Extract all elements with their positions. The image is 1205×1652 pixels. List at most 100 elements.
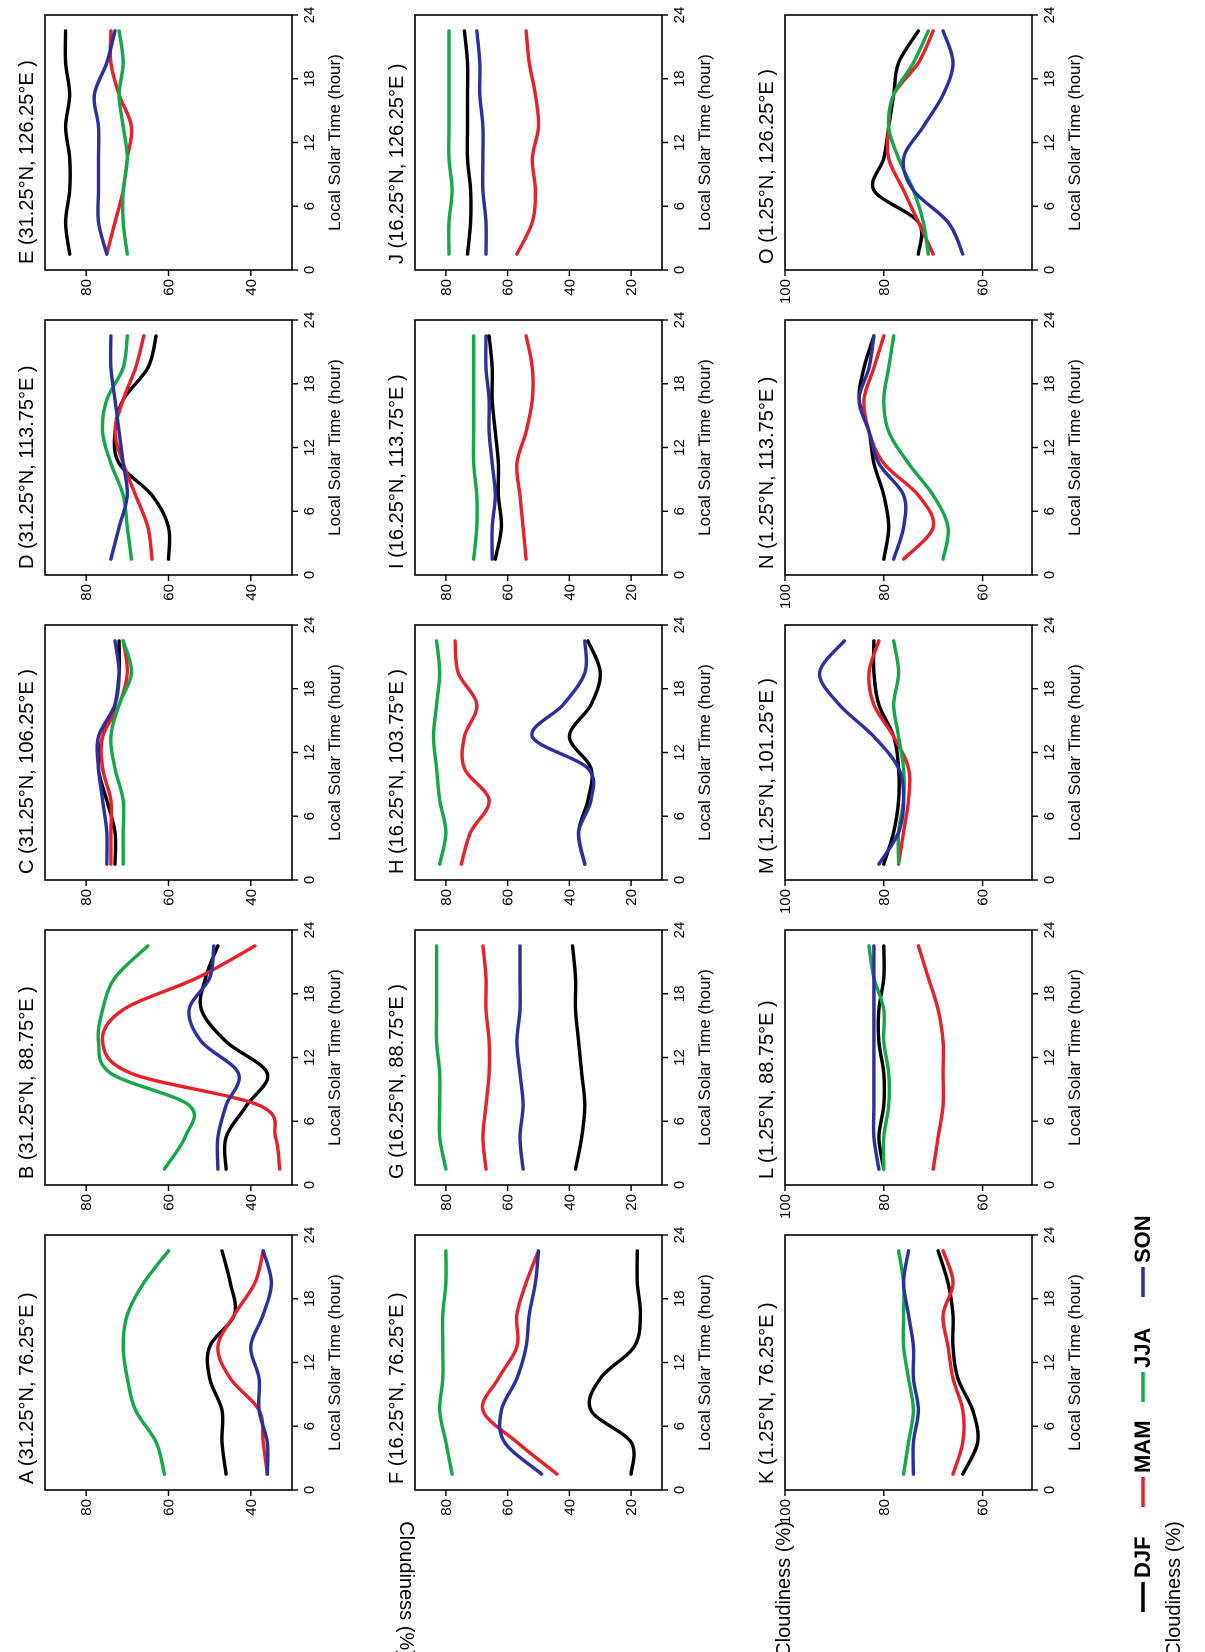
x-axis-title: Local Solar Time (hour) (1065, 664, 1084, 841)
x-axis-title: Local Solar Time (hour) (325, 969, 344, 1146)
y-tick-label: 60 (975, 1194, 992, 1211)
row-labels-layer: Cloudiness (%) Cloudiness (%) Cloudiness… (395, 1521, 1185, 1652)
panel-title: O (1.25°N, 126.25°E ) (756, 69, 778, 264)
x-tick-label: 6 (1041, 812, 1058, 820)
y-tick-label: 80 (78, 279, 95, 296)
x-tick-label: 18 (1041, 375, 1058, 392)
panel-title: K (1.25°N, 76.25°E ) (756, 1302, 778, 1484)
series-line-jja (96, 944, 196, 1171)
series-line-son (249, 1249, 274, 1476)
y-tick-label: 60 (500, 1499, 517, 1516)
x-tick-label: 18 (671, 70, 688, 87)
x-tick-label: 18 (301, 985, 318, 1002)
x-tick-label: 18 (301, 680, 318, 697)
y-tick-label: 60 (161, 584, 178, 601)
panel-M: 0 6 12 18 24 60 80 100 Local Solar Time (hour) M … (756, 617, 1084, 914)
panel-F-frame (414, 1234, 663, 1491)
panel-N: 0 6 12 18 24 60 80 100 Local Solar Time (hour) N … (756, 312, 1084, 609)
panel-A: 0 6 12 18 24 40 60 80 Local Solar Time (hour) A (… (16, 1227, 344, 1516)
series-line-djf (63, 29, 72, 256)
x-tick-label: 18 (301, 1290, 318, 1307)
y-tick-label: 60 (500, 584, 517, 601)
x-tick-label: 12 (301, 744, 318, 761)
y-tick-label: 40 (243, 1499, 260, 1516)
series-line-jja (471, 334, 479, 561)
series-line-son (475, 29, 488, 256)
x-tick-label: 24 (301, 7, 318, 24)
y-tick-label: 40 (561, 279, 578, 296)
panel-D-series (100, 334, 172, 561)
x-tick-label: 24 (301, 617, 318, 634)
x-tick-label: 18 (1041, 985, 1058, 1002)
panel-title: D (31.25°N, 113.75°E ) (16, 365, 38, 569)
x-tick-label: 12 (1041, 1049, 1058, 1066)
y-tick-label: 60 (500, 889, 517, 906)
y-tick-label: 40 (561, 1194, 578, 1211)
x-tick-label: 12 (301, 1354, 318, 1371)
series-line-son (484, 334, 497, 561)
series-line-djf (871, 639, 901, 866)
series-line-mam (100, 944, 282, 1171)
panel-H-frame (414, 624, 663, 881)
y-tick-label: 80 (78, 584, 95, 601)
y-tick-label: 20 (623, 279, 640, 296)
x-tick-label: 24 (301, 312, 318, 329)
series-line-mam (515, 334, 535, 561)
series-line-son (92, 29, 117, 256)
series-line-son (857, 334, 908, 561)
y-tick-label: 80 (78, 889, 95, 906)
x-tick-label: 12 (301, 439, 318, 456)
series-line-son (187, 944, 241, 1171)
panel-I-series (471, 334, 535, 561)
series-line-djf (205, 1249, 238, 1476)
x-tick-label: 6 (301, 812, 318, 820)
x-tick-label: 12 (671, 1049, 688, 1066)
x-tick-label: 6 (301, 1117, 318, 1125)
x-tick-label: 18 (1041, 1290, 1058, 1307)
x-axis-title: Local Solar Time (hour) (325, 54, 344, 231)
panel-B: 0 6 12 18 24 40 60 80 Local Solar Time (hour) B (… (16, 922, 344, 1211)
x-tick-label: 12 (301, 134, 318, 151)
panel-title: J (16.25°N, 126.25°E ) (386, 63, 408, 264)
x-tick-label: 0 (301, 571, 318, 579)
x-tick-label: 24 (301, 922, 318, 939)
y-tick-label: 80 (876, 1194, 893, 1211)
panel-N-series (857, 334, 951, 561)
series-line-son (901, 29, 965, 256)
x-tick-label: 6 (671, 812, 688, 820)
x-axis-title: Local Solar Time (hour) (1065, 1274, 1084, 1451)
x-axis-title: Local Solar Time (hour) (695, 1274, 714, 1451)
y-tick-label: 60 (975, 1499, 992, 1516)
x-tick-label: 18 (671, 985, 688, 1002)
x-axis-title: Local Solar Time (hour) (695, 969, 714, 1146)
x-tick-label: 12 (1041, 439, 1058, 456)
panel-title: M (1.25°N, 101.25°E ) (756, 678, 778, 874)
panel-J-series (447, 29, 541, 256)
series-line-son (817, 639, 906, 866)
panel-title: H (16.25°N, 103.75°E ) (386, 669, 408, 874)
panel-E: 0 6 12 18 24 40 60 80 Local Solar Time (hour) E (… (16, 7, 344, 296)
x-axis-title: Local Solar Time (hour) (325, 1274, 344, 1451)
series-line-djf (876, 944, 887, 1171)
x-tick-label: 0 (1041, 1486, 1058, 1494)
legend: DJF MAM JJA SON (1130, 1215, 1155, 1612)
y-tick-label: 80 (78, 1499, 95, 1516)
series-line-djf (462, 29, 473, 256)
series-line-djf (487, 334, 504, 561)
series-line-son (497, 1249, 544, 1476)
panel-title: I (16.25°N, 113.75°E ) (386, 374, 408, 569)
y-tick-label: 100 (777, 889, 794, 914)
x-tick-label: 18 (671, 1290, 688, 1307)
legend-label-mam: MAM (1130, 1420, 1155, 1473)
panel-I: 0 6 12 18 24 20 40 60 80 Local Solar Time (hour) I… (386, 312, 714, 601)
x-tick-label: 24 (1041, 617, 1058, 634)
legend-label-jja: JJA (1130, 1328, 1155, 1368)
y-tick-label: 20 (623, 1499, 640, 1516)
panel-title: L (1.25°N, 88.75°E ) (756, 1000, 778, 1179)
series-line-son (871, 944, 881, 1171)
x-tick-label: 12 (671, 439, 688, 456)
x-axis-title: Local Solar Time (hour) (695, 664, 714, 841)
panel-E-frame (44, 14, 293, 271)
